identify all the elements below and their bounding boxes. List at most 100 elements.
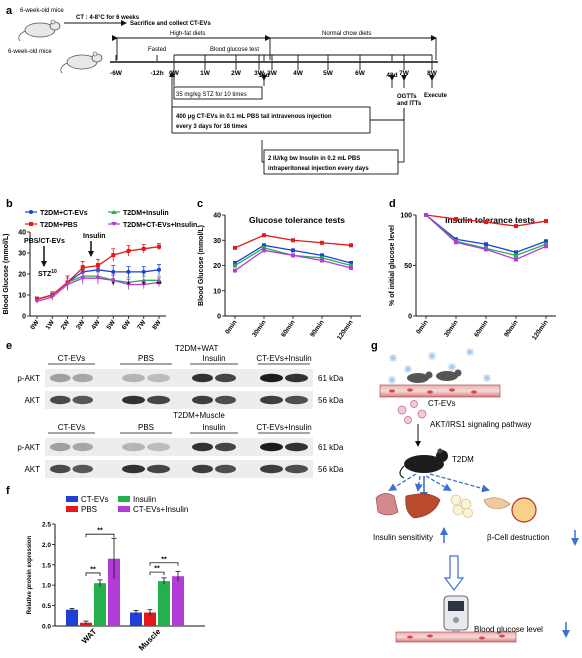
significance-mark: *	[127, 282, 130, 289]
panel-e-label: e	[6, 340, 12, 352]
blood-glucose-label: Blood glucose level	[474, 625, 543, 634]
blot-kda-label: 61 kDa	[318, 374, 344, 383]
data-point	[544, 219, 548, 224]
data-point	[126, 269, 131, 274]
blot-band	[285, 395, 308, 405]
data-point	[111, 269, 116, 274]
blot-band	[215, 464, 236, 474]
panel-c-label: c	[197, 198, 203, 210]
y-tick-label: 30	[213, 238, 221, 245]
timeline: -6W-12h0W1W2W3W18d3W4W5W6W48d7W8W	[110, 55, 438, 88]
significance-mark: *	[112, 282, 115, 289]
x-tick-label: 0min	[415, 319, 429, 335]
blot-band	[260, 464, 283, 474]
significance-bracket	[149, 562, 179, 566]
data-point	[110, 278, 116, 283]
data-point	[157, 244, 161, 249]
blot-band	[192, 442, 213, 452]
legend-ct-evs: T2DM+CT-EVs	[40, 210, 88, 217]
x-tick-label: 60min	[280, 319, 297, 338]
blot-membrane	[45, 369, 313, 387]
adipose-icon	[450, 494, 473, 518]
blot-membrane	[45, 438, 313, 456]
legend-ct-evs-insulin: T2DM+CT-EVs+Insulin	[123, 222, 197, 229]
blood-vessel	[395, 631, 517, 643]
bar	[108, 558, 120, 626]
x-tick-label: 30min	[443, 319, 460, 338]
bar	[80, 622, 92, 626]
ins-box-line2: intraperitoneal injection every days	[268, 166, 369, 172]
data-point	[484, 242, 488, 247]
mice-label-2: 6-week-old mice	[8, 49, 52, 55]
blot-wat: CT-EVs PBS Insulin CT-EVs+Insulin	[48, 354, 312, 365]
significance-mark: **	[161, 556, 167, 563]
red-blood-cells	[389, 388, 477, 394]
y-tick-label: 30	[18, 251, 26, 258]
x-tick-label: 8W	[151, 318, 163, 331]
bar	[66, 609, 78, 626]
data-point	[514, 253, 518, 258]
insulin-annotation: Insulin	[83, 233, 106, 240]
blot-group-label: CT-EVs+Insulin	[256, 354, 311, 363]
hfd-label: High-fat diets	[170, 31, 205, 37]
panel-f-label: f	[6, 485, 10, 497]
data-point	[320, 253, 324, 258]
significance-bracket	[85, 572, 101, 576]
blot-band	[72, 442, 93, 452]
blot-bands: p-AKT 61 kDa AKT 56 kDa CT-EVs PBS Insulin CT-E…	[17, 369, 344, 478]
x-tick-label: 120min	[531, 319, 550, 341]
blot-group-label: PBS	[138, 354, 154, 363]
stz-annotation: STZ10	[38, 269, 57, 278]
bgt-label: Blood glucose test	[210, 47, 259, 53]
pbs-ctevs-annotation: PBS/CT-EVs	[24, 238, 65, 245]
data-point	[233, 263, 237, 268]
significance-mark: **	[97, 528, 103, 535]
y-tick-label: 0	[217, 314, 221, 321]
data-point	[95, 276, 101, 281]
x-tick-label: 90min	[503, 319, 520, 338]
legend-label: CT-EVs+Insulin	[133, 505, 188, 514]
blot-row-label: p-AKT	[17, 443, 40, 452]
ev-box-line1: 400 μg CT-EVs in 0.1 mL PBS tail intrave…	[176, 114, 332, 120]
data-point	[320, 255, 324, 260]
blot-band	[260, 442, 283, 452]
x-tick-label: 90min	[309, 319, 326, 338]
ins-box-line1: 2 IU/kg bw Insulin in 0.2 mL PBS	[268, 156, 360, 162]
chart-title: Glucose tolerance tests	[249, 215, 345, 225]
data-point	[80, 265, 85, 270]
blot-band	[122, 395, 145, 405]
y-tick-label: 40	[18, 230, 26, 237]
blot-band	[192, 464, 213, 474]
blot-group-label: CT-EVs	[58, 354, 86, 363]
x-tick-label: 6W	[121, 318, 133, 331]
data-point	[544, 244, 548, 249]
data-point	[291, 238, 295, 243]
data-point	[320, 258, 324, 263]
data-point	[454, 217, 458, 222]
x-tick-label: 1W	[45, 318, 57, 331]
y-tick-label: 0.0	[42, 624, 51, 631]
x-tick-label: 60min	[473, 319, 490, 338]
timeline-label: 3W	[267, 70, 278, 77]
insulin-sensitivity-label: Insulin sensitivity	[373, 533, 433, 542]
data-point	[233, 245, 237, 250]
y-axis-label: Blood Glucose (mmol/L)	[198, 225, 205, 306]
timeline-label: 8W	[427, 70, 438, 77]
blot-band	[50, 395, 71, 405]
panel-a: a 6-week-old mice CT : 4-8°C for 6 weeks…	[6, 5, 448, 175]
itt-label: and ITTs	[397, 101, 422, 107]
x-tick-label: 0min	[224, 319, 238, 335]
ogtt-label: OGTTs	[397, 94, 417, 100]
y-axis-label: Blood Glucose (mmol/L)	[3, 234, 10, 315]
mice-label-1: 6-week-old mice	[20, 8, 64, 14]
legend-label: PBS	[81, 505, 97, 514]
legend-swatch	[66, 506, 78, 512]
blot-row-label: AKT	[24, 396, 40, 405]
data-point	[544, 242, 548, 247]
significance-mark: **	[156, 282, 162, 289]
bar	[94, 583, 106, 626]
timeline-label: 48d	[386, 72, 397, 79]
wat-title: T2DM+WAT	[175, 344, 218, 353]
mouse-icon	[60, 51, 103, 74]
pancreas-icon	[483, 497, 511, 509]
